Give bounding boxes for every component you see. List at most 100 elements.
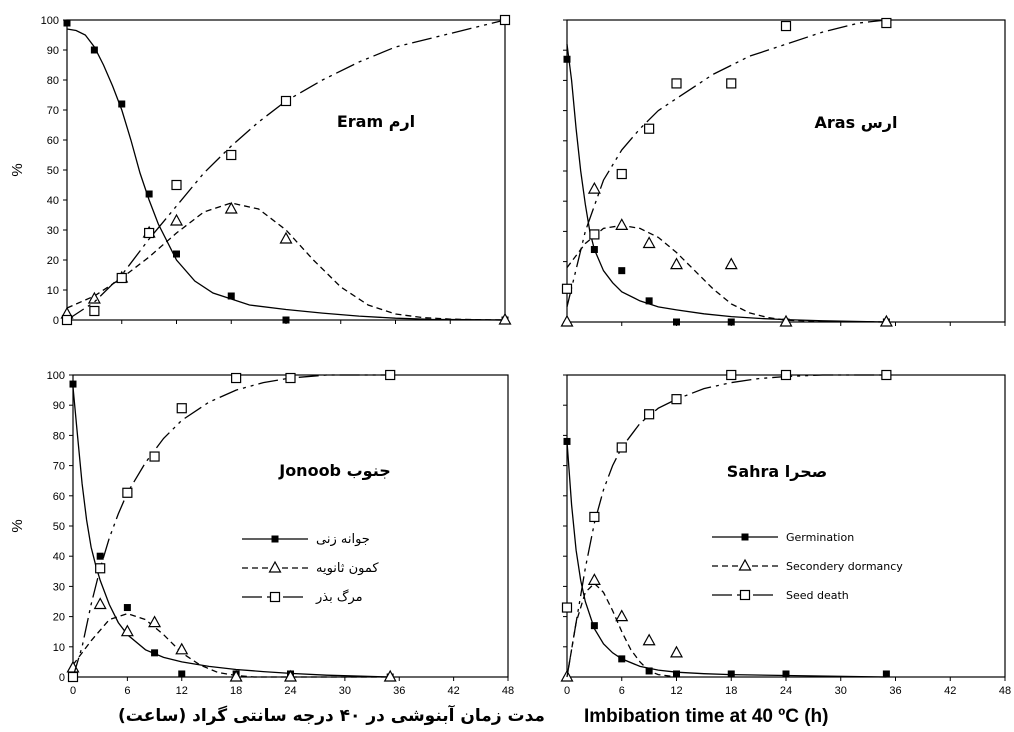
data-point-germination (90, 46, 98, 54)
legend-label-germination: Germination (786, 531, 854, 544)
y-tick-label: 10 (47, 285, 59, 297)
series-fit-line-death (566, 374, 887, 678)
chart-panel-bottom-right: 0 6 12 18 24 30 36 42 48 Sahra صحرا (560, 369, 1011, 697)
data-point-germination (563, 437, 571, 445)
panel-title: Sahra صحرا (727, 462, 827, 481)
x-tick-label: 48 (999, 685, 1011, 697)
data-point-germination (96, 552, 104, 560)
x-axis-label-persian: مدت زمان آبنوشی در ۴۰ درجه سانتی گراد (س… (118, 706, 545, 726)
x-tick-label: 12 (670, 685, 682, 697)
data-point-death (780, 369, 792, 381)
data-point-germination (123, 604, 131, 612)
y-tick-label: 0 (59, 672, 65, 684)
data-point-death (780, 20, 792, 32)
data-point-dormancy (669, 257, 684, 270)
y-tick-label: 20 (47, 255, 59, 267)
data-point-germination (727, 670, 735, 678)
data-point-dormancy (229, 669, 243, 682)
data-point-death (881, 17, 892, 29)
x-tick-label: 18 (725, 685, 737, 697)
x-axis-label-english: Imbibation time at 40 ºC (h) (584, 706, 829, 727)
data-point-death (726, 78, 737, 89)
data-point-dormancy (779, 314, 793, 327)
series-death (61, 14, 511, 326)
data-point-death (589, 229, 600, 240)
legend-persian: جوانه زنی کمون ثانویه مرگ بذر (242, 532, 379, 605)
data-point-death (67, 671, 79, 683)
data-point-germination (63, 19, 71, 27)
data-point-germination (227, 292, 235, 300)
data-point-germination (782, 670, 790, 678)
y-tick-label: 50 (53, 521, 65, 533)
series-dormancy (560, 573, 684, 682)
data-point-dormancy (283, 669, 298, 682)
y-tick-label: 10 (53, 642, 65, 654)
series-germination (69, 380, 394, 681)
y-axis-label: % (9, 163, 26, 176)
y-tick-label: 100 (41, 15, 59, 27)
y-tick-label: 60 (47, 135, 59, 147)
series-fit-line-germination (66, 28, 506, 321)
data-point-death (89, 305, 100, 317)
y-tick-label: 70 (47, 105, 59, 117)
data-point-germination (645, 297, 653, 305)
y-tick-label: 80 (53, 430, 65, 442)
y-tick-label: 60 (53, 491, 65, 503)
y-tick-label: 30 (53, 581, 65, 593)
y-tick-label: 80 (47, 75, 59, 87)
data-point-dormancy (879, 314, 893, 327)
y-tick-label: 90 (53, 400, 65, 412)
data-point-dormancy (587, 573, 601, 585)
legend-marker-dormancy (268, 560, 282, 573)
x-tick-label: 42 (448, 685, 460, 697)
data-point-germination (882, 670, 890, 678)
data-point-death (231, 372, 242, 384)
data-point-germination (118, 100, 126, 108)
data-point-germination (673, 318, 680, 326)
data-point-death (561, 283, 573, 294)
legend-marker-death (739, 589, 751, 601)
x-tick-label: 48 (502, 685, 514, 697)
panel-title: Eram ارم (337, 112, 415, 131)
x-tick-label: 12 (176, 685, 188, 697)
x-tick-label: 0 (70, 685, 76, 697)
data-point-dormancy (669, 645, 684, 658)
x-tick-label: 36 (393, 685, 405, 697)
x-tick-label: 42 (944, 685, 956, 697)
legend-label-dormancy: Secondery dormancy (786, 560, 903, 573)
data-point-death (881, 369, 892, 381)
data-point-germination (590, 622, 598, 630)
legend-marker-germination (741, 533, 749, 541)
data-point-death (95, 563, 106, 574)
data-point-germination (69, 380, 77, 388)
x-tick-label: 6 (619, 685, 625, 697)
data-point-germination (563, 55, 571, 63)
data-point-dormancy (279, 231, 293, 244)
data-point-death (561, 602, 573, 613)
data-point-death (149, 451, 160, 462)
data-point-death (122, 487, 133, 498)
series-dormancy (66, 597, 397, 682)
data-point-dormancy (383, 669, 397, 682)
series-dormancy (560, 181, 893, 327)
data-point-dormancy (169, 213, 184, 226)
legend-marker-death (269, 591, 281, 603)
y-axis-label: % (9, 519, 26, 532)
data-point-death (171, 179, 182, 191)
series-fit-line-dormancy (66, 202, 506, 321)
data-point-germination (590, 246, 598, 254)
series-fit-line-death (66, 19, 506, 321)
x-tick-label: 30 (835, 685, 847, 697)
x-tick-label: 30 (339, 685, 351, 697)
data-point-dormancy (615, 218, 629, 230)
x-tick-label: 24 (284, 685, 296, 697)
y-tick-label: 20 (53, 612, 65, 624)
data-point-germination (173, 250, 180, 258)
data-point-death (61, 314, 73, 326)
chart-panel-bottom-left: 0 10 20 30 40 50 60 70 80 90 100 0 6 12 18 24 30 36 42 48% J… (9, 369, 514, 697)
data-point-germination (178, 670, 186, 678)
data-point-death (176, 403, 187, 414)
data-point-germination (727, 318, 735, 326)
legend-marker-germination (271, 535, 279, 543)
